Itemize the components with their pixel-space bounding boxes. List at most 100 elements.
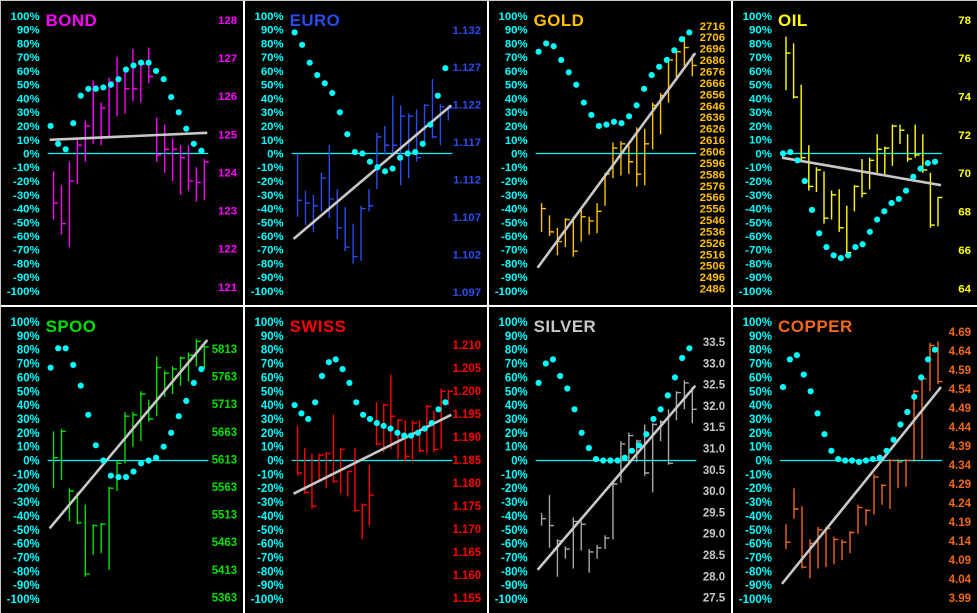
trend-line	[49, 131, 208, 142]
percent-axis-label: 10%	[261, 442, 284, 454]
cycle-dot	[344, 131, 351, 138]
chart-canvas: 100% 90%80% 70% 60% 50%40% 30% 20% 10%0% -10% -20…	[7, 11, 238, 298]
percent-axis: 100%90%80%70%60%50%40%30%20%10%0%-10%-20…	[251, 11, 284, 298]
price-axis-label: 1.195	[453, 409, 482, 421]
price-axis: 5813 5763 5713 5663 5613 5563 5513 5463 5413 5363	[212, 344, 237, 604]
percent-axis-label: 50%	[749, 386, 772, 398]
percent-axis-label: -100%	[251, 286, 284, 298]
price-axis-label: 4.09	[949, 555, 971, 567]
percent-axis-label: 30%	[17, 107, 40, 119]
panel-euro[interactable]: 100% 90% 80% 70% 60% 50% 40% 30% 20% 10% 0% -10% -20…	[245, 1, 489, 307]
price-axis-label: 5513	[212, 510, 237, 522]
percent-axis-label: 60%	[749, 66, 772, 78]
cycle-dot	[565, 69, 572, 76]
percent-axis-label: -20%	[745, 483, 772, 495]
cycle-dot	[610, 118, 618, 125]
percent-axis: 100%90%80%70%60%50%40%30%20%10%0%-10%-20…	[739, 11, 772, 298]
percent-axis-label: 70%	[749, 359, 772, 371]
cycle-dot	[360, 411, 367, 418]
percent-axis-label: -70%	[745, 552, 772, 564]
percent-axis-label: 80%	[505, 38, 528, 50]
cycle-dot	[183, 125, 190, 132]
cycle-dot	[62, 146, 69, 153]
percent-axis-label: -10%	[501, 469, 528, 481]
cycle-dot	[828, 447, 835, 454]
price-axis-label: 31.5	[703, 422, 726, 434]
panel-copper[interactable]: 100% 90% 80% 70% 60% 50% 40% 30% 20% 10% 0% -10% -20…	[733, 307, 977, 613]
percent-axis-label: 20%	[505, 428, 528, 440]
cycle-dot	[397, 154, 404, 161]
cycle-dot	[600, 457, 607, 464]
cycle-dot	[821, 431, 828, 438]
cycle-dot	[321, 80, 328, 87]
percent-axis-label: 50%	[505, 80, 528, 92]
percent-axis-label: -80%	[745, 566, 772, 578]
percent-axis-label: -10%	[257, 469, 284, 481]
price-axis-label: 29.0	[703, 529, 725, 541]
cycle-dot	[351, 149, 358, 156]
percent-axis-label: -90%	[13, 580, 40, 592]
percent-axis-label: -90%	[257, 272, 284, 284]
percent-axis: 100%90%80%70%60%50%40%30%20%10%0%-10%-20…	[495, 317, 528, 606]
price-axis-label: 1.165	[453, 547, 482, 559]
cycle-dot	[549, 356, 557, 363]
price-axis-label: 2696	[700, 44, 725, 56]
cycle-dot	[373, 420, 380, 427]
cycle-dot	[47, 122, 54, 130]
panel-silver[interactable]: 100% 90% 80% 70% 60% 50% 40% 30% 20% 10% 0% -10% -20…	[489, 307, 733, 613]
cycle-dot	[636, 442, 643, 449]
percent-axis-label: 100%	[499, 317, 528, 329]
cycle-dot	[641, 85, 648, 92]
percent-axis-label: 100%	[255, 317, 284, 329]
cycle-dot	[414, 429, 422, 436]
price-axis-label: 2546	[700, 215, 725, 227]
percent-axis-label: -30%	[257, 497, 284, 509]
cycle-dot	[897, 421, 904, 428]
cycle-dot	[621, 454, 628, 461]
cycle-dot	[657, 406, 664, 413]
percent-axis-label: -60%	[13, 539, 40, 551]
percent-axis-label: -40%	[257, 511, 284, 523]
percent-axis-label: 30%	[17, 414, 40, 426]
percent-axis-label: 10%	[505, 135, 528, 147]
percent-axis-label: -70%	[13, 552, 40, 564]
panel-oil[interactable]: 100% 90% 80% 70% 60% 50% 40% 30% 20% 10% 0% -10% -20…	[733, 1, 977, 307]
percent-axis-label: 30%	[749, 107, 772, 119]
percent-axis-label: -30%	[745, 190, 772, 202]
cycle-dot	[924, 356, 932, 363]
panel-spoo[interactable]: 100% 90% 80% 70% 60% 50% 40% 30% 20% 10% 0% -10% -20…	[1, 307, 245, 613]
price-axis-label: 5363	[212, 592, 237, 604]
percent-axis-label: -30%	[745, 497, 772, 509]
cycle-dot	[808, 206, 816, 214]
price-axis-label: 2526	[700, 238, 725, 250]
price-axis-label: 4.24	[949, 498, 972, 510]
cycle-dots	[535, 29, 693, 130]
cycle-dot	[535, 48, 542, 55]
cycle-dots	[535, 345, 693, 464]
cycle-dot	[779, 150, 787, 157]
percent-axis-label: -40%	[501, 511, 528, 523]
price-axis-label: 4.29	[949, 479, 971, 491]
price-axis-label: 1.117	[453, 137, 481, 149]
percent-axis-label: -70%	[13, 245, 40, 257]
cycle-dot	[168, 93, 175, 101]
percent-axis-label: 0%	[23, 455, 39, 467]
cycle-dot	[62, 345, 69, 352]
cycle-dot	[888, 199, 895, 207]
panel-swiss[interactable]: 100% 90% 80% 70% 60% 50% 40% 30% 20% 10% 0% -10% -20…	[245, 307, 489, 613]
panel-gold[interactable]: 100% 90% 80% 70% 60% 50% 40% 30% 20% 10% 0% -10% -20…	[489, 1, 733, 307]
percent-axis-label: 70%	[261, 52, 284, 64]
percent-axis-label: -50%	[501, 525, 528, 537]
percent-axis-label: -20%	[745, 176, 772, 188]
cycle-dot	[408, 432, 415, 439]
price-axis-label: 5613	[212, 454, 237, 466]
price-axis: 78 76 74 72 70 68 66 64	[958, 15, 971, 295]
percent-axis-label: -20%	[257, 483, 284, 495]
panel-bond[interactable]: 100% 90% 80% 70% 60% 50% 40% 30% 20% 10% 0% -10% -20…	[1, 1, 245, 307]
cycle-dot	[291, 402, 298, 409]
percent-axis-label: 20%	[261, 428, 284, 440]
percent-axis-label: -10%	[745, 162, 772, 174]
price-axis-label: 2606	[700, 146, 725, 158]
price-axis-label: 3.99	[949, 593, 971, 605]
price-axis-label: 2636	[700, 112, 725, 124]
